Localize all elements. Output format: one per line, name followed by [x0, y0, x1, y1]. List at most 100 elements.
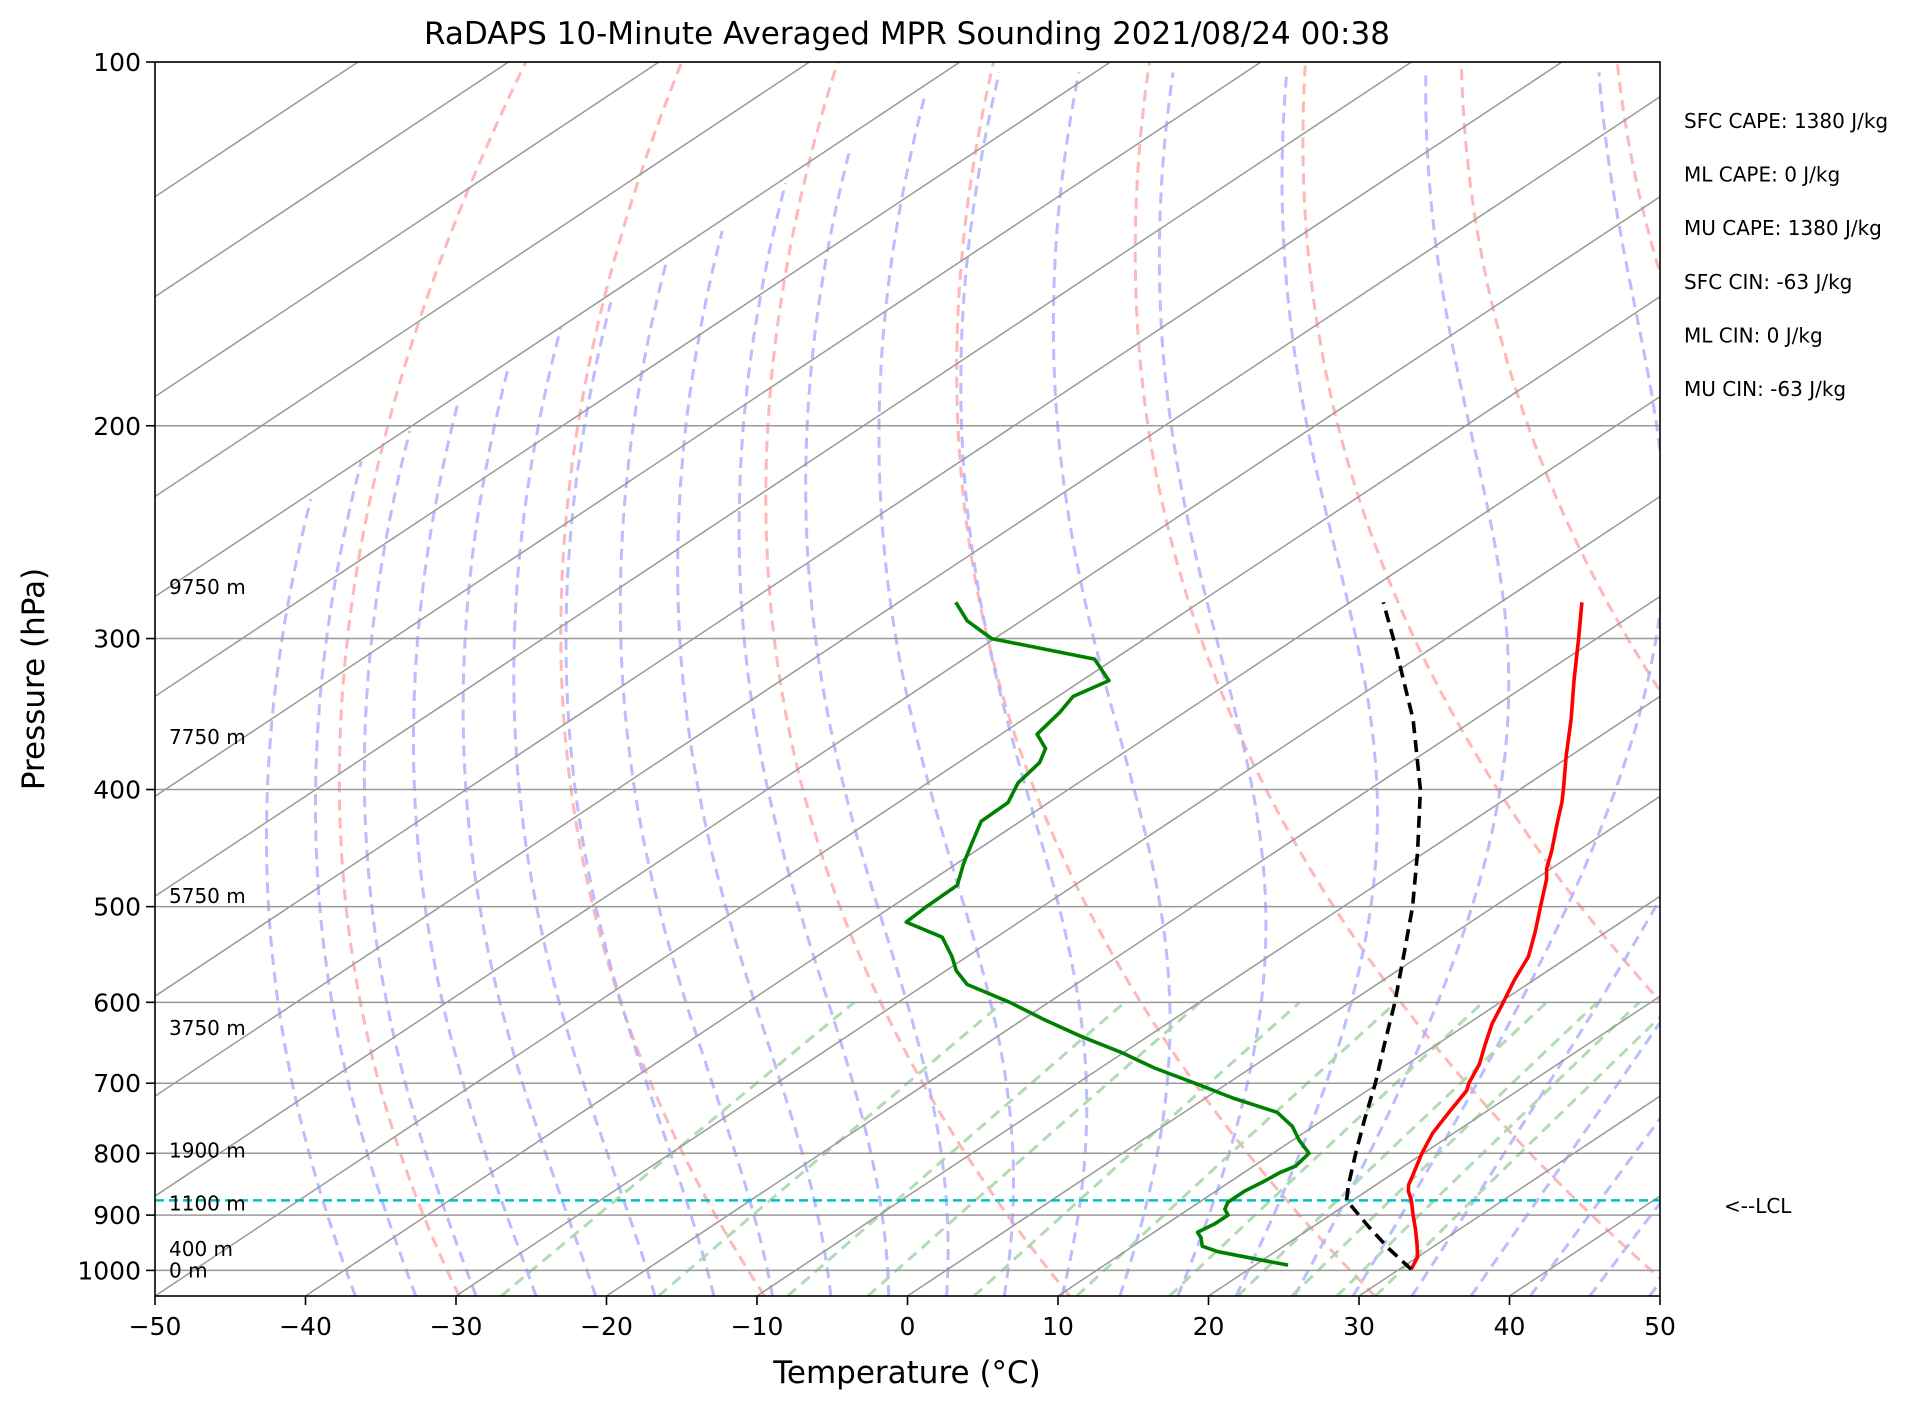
moist-adiabat [362, 430, 478, 1296]
moist-adiabat [461, 364, 598, 1296]
moist-adiabat [1051, 72, 1172, 1296]
isotherm [1509, 1195, 1660, 1296]
x-tick-label: −20 [580, 1312, 633, 1341]
height-label: 400 m [169, 1237, 233, 1261]
isotherm [155, 62, 1563, 998]
y-tick-label: 600 [93, 988, 141, 1017]
isotherm [155, 62, 1412, 898]
height-label: 9750 m [169, 575, 246, 599]
moist-adiabat [265, 498, 357, 1296]
mixing-ratio-line [1374, 1015, 1660, 1296]
moist-adiabat [314, 460, 418, 1296]
y-tick-label: 200 [93, 412, 141, 441]
x-tick-label: 50 [1644, 1312, 1676, 1341]
mixing-ratio-line [1168, 1001, 1484, 1296]
mixing-ratio-line [1335, 1001, 1641, 1296]
isotherm [155, 62, 509, 298]
moist-adiabat [1410, 896, 1660, 1296]
y-tick-label: 100 [93, 48, 141, 77]
moist-adiabat [512, 327, 657, 1296]
mixing-ratio-line [1075, 1001, 1398, 1296]
x-tick-label: 30 [1343, 1312, 1375, 1341]
y-tick-label: 900 [93, 1201, 141, 1230]
isotherm [1057, 895, 1660, 1296]
chart-title: RaDAPS 10-Minute Averaged MPR Sounding 2… [424, 16, 1390, 52]
isotherm [155, 62, 359, 198]
isotherm [155, 62, 660, 398]
isotherm [606, 595, 1660, 1296]
isotherm [1208, 995, 1660, 1296]
y-tick-label: 700 [93, 1069, 141, 1098]
moist-adiabat [959, 72, 1089, 1296]
y-tick-label: 300 [93, 625, 141, 654]
mixing-ratio-line [786, 1001, 1126, 1296]
y-axis-label: Pressure (hPa) [16, 568, 52, 790]
moist-adiabat [564, 301, 716, 1296]
sounding-lines [904, 601, 1584, 1271]
temperature-line [1406, 602, 1584, 1271]
parcel-line [1344, 601, 1423, 1271]
y-tick-label: 1000 [77, 1256, 141, 1285]
x-tick-label: −30 [430, 1312, 483, 1341]
isotherm [155, 62, 961, 598]
height-label: 1100 m [169, 1191, 246, 1215]
background-lines [155, 62, 1660, 1296]
dry-adiabat [955, 62, 1377, 1296]
isotherm [155, 62, 1111, 698]
height-label: 0 m [169, 1258, 208, 1282]
isotherm [155, 195, 1660, 1197]
moist-adiabat [1157, 72, 1268, 1296]
dry-adiabat [559, 62, 766, 1296]
stability-index: ML CAPE: 0 J/kg [1684, 163, 1840, 187]
x-tick-label: −40 [279, 1312, 332, 1341]
moist-adiabat [1293, 72, 1511, 1296]
y-tick-label: 800 [93, 1139, 141, 1168]
x-tick-label: −10 [731, 1312, 784, 1341]
moist-adiabat [676, 230, 833, 1296]
height-label: 7750 m [169, 725, 246, 749]
isotherm [305, 395, 1660, 1296]
height-label: 1900 m [169, 1139, 246, 1163]
moist-adiabat [1234, 72, 1379, 1296]
dewpoint-line [904, 601, 1311, 1267]
stability-index: MU CAPE: 1380 J/kg [1684, 216, 1882, 240]
moist-adiabat [804, 148, 950, 1296]
mixing-ratio-line [1290, 1001, 1599, 1296]
dry-adiabat [764, 62, 1071, 1296]
isotherm [1358, 1095, 1660, 1296]
moist-adiabat [618, 260, 774, 1296]
isotherm [155, 95, 1660, 1098]
y-axis-ticks: 100 200 300 400 500 600 700 800 900 1000 [77, 48, 155, 1285]
mixing-ratio-line [972, 1001, 1301, 1296]
x-tick-label: −50 [129, 1312, 182, 1341]
x-tick-label: 20 [1193, 1312, 1225, 1341]
moist-adiabat [877, 92, 1015, 1296]
isotherm [455, 495, 1660, 1296]
stability-index: SFC CIN: -63 J/kg [1684, 270, 1852, 294]
dry-adiabat [337, 62, 528, 1296]
height-label: 3750 m [169, 1016, 246, 1040]
mixing-ratio-line [1236, 1001, 1548, 1296]
moist-adiabat [1529, 1116, 1660, 1296]
moist-adiabat [1469, 1019, 1660, 1296]
lcl-label: <--LCL [1724, 1194, 1792, 1218]
y-tick-label: 400 [93, 776, 141, 805]
mixing-ratio-line [657, 1001, 1004, 1296]
dry-adiabat [1301, 62, 1660, 1004]
isotherm [155, 62, 1262, 798]
x-tick-label: 40 [1494, 1312, 1526, 1341]
isotherm [1659, 1295, 1660, 1296]
stability-index: MU CIN: -63 J/kg [1684, 377, 1846, 401]
isotherm [155, 295, 1660, 1296]
dry-adiabat [1615, 62, 1660, 279]
moist-adiabat [412, 398, 538, 1296]
mixing-ratio-line [500, 1001, 856, 1296]
x-axis-label: Temperature (°C) [772, 1355, 1041, 1391]
y-tick-label: 500 [93, 893, 141, 922]
height-label: 5750 m [169, 884, 246, 908]
stability-index: ML CIN: 0 J/kg [1684, 323, 1823, 347]
isotherm [155, 62, 810, 498]
stability-indices: SFC CAPE: 1380 J/kg ML CAPE: 0 J/kg MU CAP… [1684, 109, 1888, 401]
moist-adiabat [1588, 1200, 1660, 1296]
